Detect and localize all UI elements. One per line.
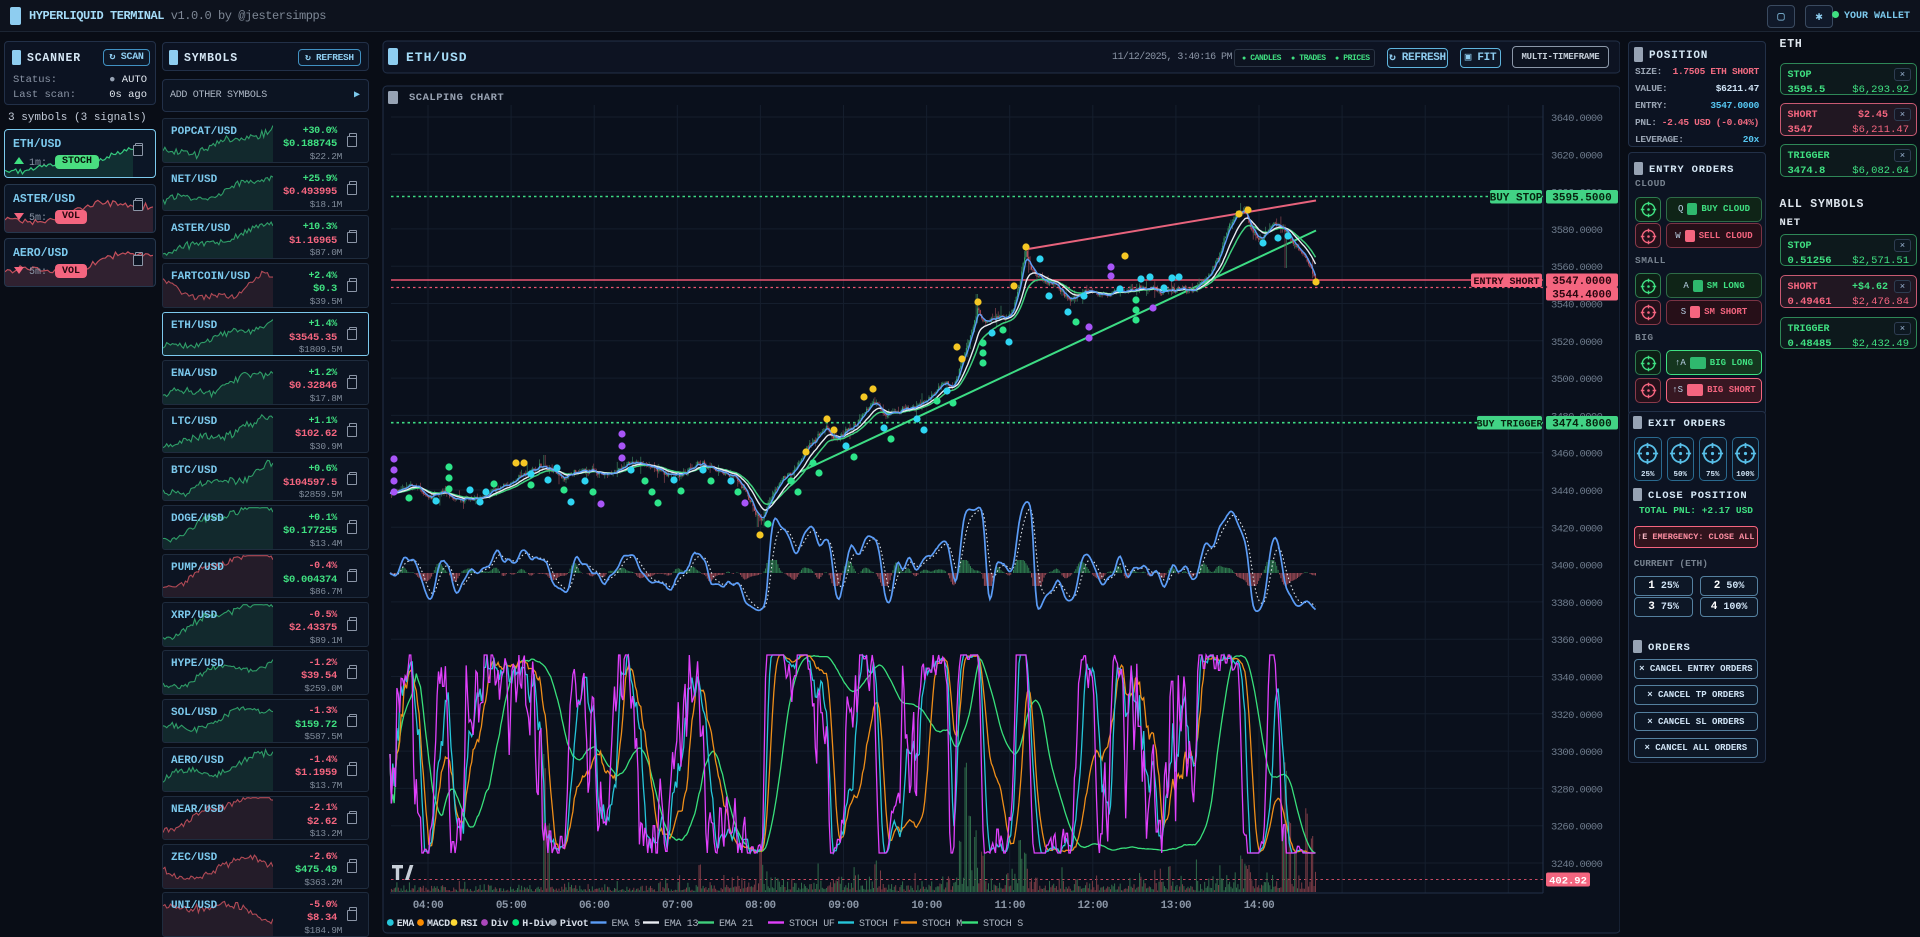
svg-text:3340.0000: 3340.0000 — [1551, 673, 1603, 685]
svg-text:3540.0000: 3540.0000 — [1551, 300, 1603, 312]
svg-text:3560.0000: 3560.0000 — [1551, 262, 1603, 274]
svg-text:H-Div: H-Div — [522, 918, 551, 930]
svg-text:STOCH F: STOCH F — [859, 919, 899, 930]
svg-text:11:00: 11:00 — [994, 900, 1025, 912]
svg-text:08:00: 08:00 — [745, 900, 776, 912]
svg-text:12:00: 12:00 — [1078, 900, 1109, 912]
svg-text:3580.0000: 3580.0000 — [1551, 225, 1603, 237]
svg-text:EMA: EMA — [397, 919, 414, 930]
svg-text:3400.0000: 3400.0000 — [1551, 561, 1603, 573]
svg-text:3544.4000: 3544.4000 — [1552, 290, 1611, 302]
svg-text:05:00: 05:00 — [496, 900, 527, 912]
svg-text:Pivot: Pivot — [560, 918, 589, 930]
svg-text:3547.0000: 3547.0000 — [1552, 276, 1611, 288]
svg-text:3474.8000: 3474.8000 — [1552, 419, 1611, 431]
svg-text:3520.0000: 3520.0000 — [1551, 337, 1603, 349]
svg-text:MACD: MACD — [427, 919, 450, 930]
svg-text:BUY STOP: BUY STOP — [1490, 193, 1543, 205]
svg-text:3240.0000: 3240.0000 — [1551, 859, 1603, 871]
svg-text:3440.0000: 3440.0000 — [1551, 486, 1603, 498]
svg-text:RSI: RSI — [461, 919, 478, 930]
svg-text:3640.0000: 3640.0000 — [1551, 113, 1603, 125]
svg-text:3380.0000: 3380.0000 — [1551, 598, 1603, 610]
svg-text:3620.0000: 3620.0000 — [1551, 150, 1603, 162]
svg-text:STOCH S: STOCH S — [983, 919, 1023, 930]
svg-text:10:00: 10:00 — [911, 900, 942, 912]
svg-text:04:00: 04:00 — [413, 900, 444, 912]
svg-text:STOCH M: STOCH M — [922, 919, 962, 930]
svg-text:3460.0000: 3460.0000 — [1551, 449, 1603, 461]
svg-text:EMA 13: EMA 13 — [664, 919, 699, 930]
svg-text:3595.5000: 3595.5000 — [1552, 193, 1611, 205]
svg-text:EMA 5: EMA 5 — [612, 919, 641, 930]
svg-text:STOCH UF: STOCH UF — [789, 919, 835, 930]
svg-text:3280.0000: 3280.0000 — [1551, 784, 1603, 796]
svg-text:BUY TRIGGER: BUY TRIGGER — [1476, 420, 1542, 431]
svg-text:13:00: 13:00 — [1161, 900, 1192, 912]
svg-text:3260.0000: 3260.0000 — [1551, 822, 1603, 834]
svg-text:Div: Div — [491, 918, 508, 930]
svg-text:07:00: 07:00 — [662, 900, 693, 912]
svg-text:3500.0000: 3500.0000 — [1551, 374, 1603, 386]
svg-text:3420.0000: 3420.0000 — [1551, 523, 1603, 535]
svg-text:3300.0000: 3300.0000 — [1551, 747, 1603, 759]
svg-text:06:00: 06:00 — [579, 900, 610, 912]
svg-text:3360.0000: 3360.0000 — [1551, 635, 1603, 647]
svg-text:3320.0000: 3320.0000 — [1551, 710, 1603, 722]
svg-text:402.92: 402.92 — [1549, 875, 1587, 887]
svg-text:ENTRY SHORT: ENTRY SHORT — [1473, 277, 1539, 288]
svg-text:EMA 21: EMA 21 — [719, 919, 754, 930]
svg-text:09:00: 09:00 — [828, 900, 859, 912]
svg-text:14:00: 14:00 — [1244, 900, 1275, 912]
